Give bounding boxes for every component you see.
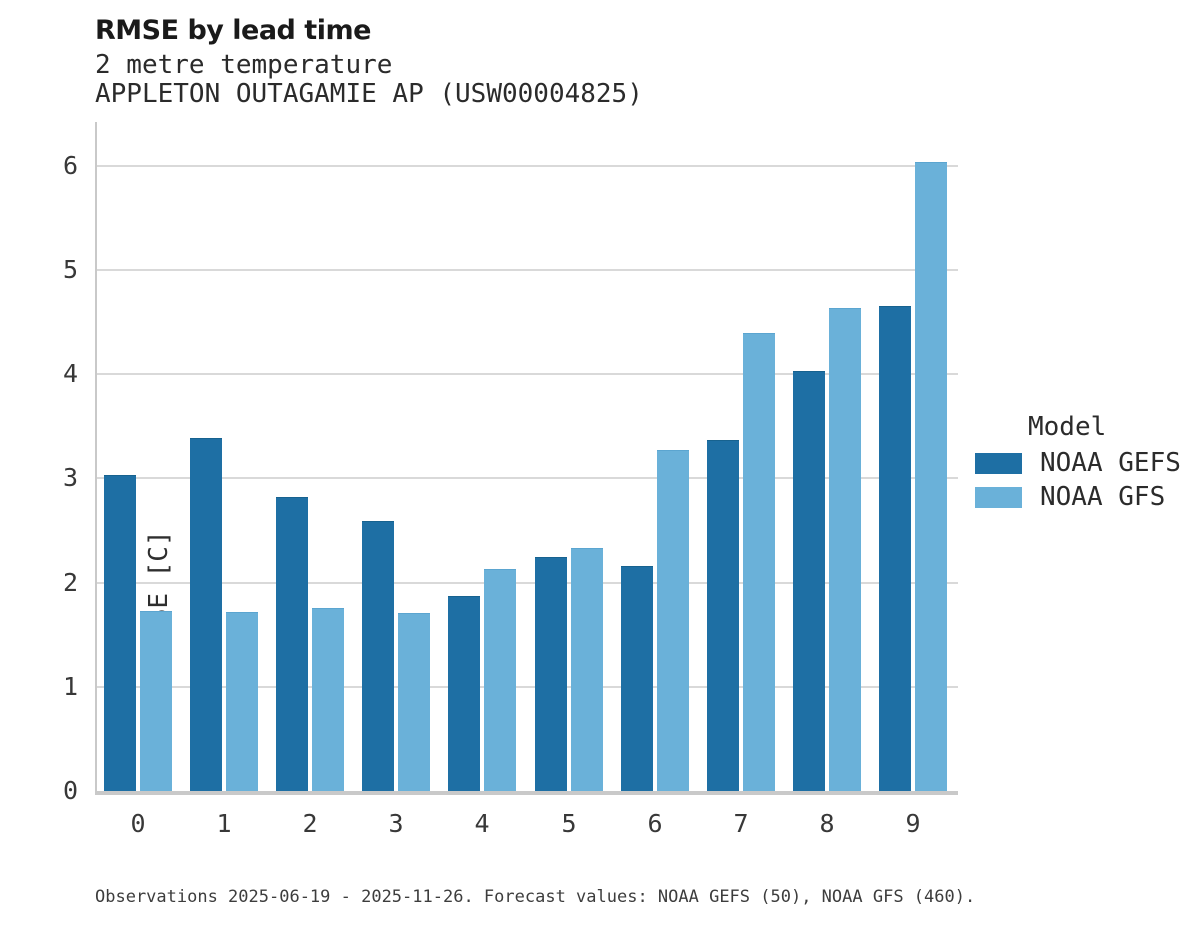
gridline-y-2 [97, 581, 958, 584]
legend-swatch-noaa-gfs [975, 486, 1022, 508]
x-tick-label-3: 3 [388, 809, 404, 838]
x-tick-label-2: 2 [302, 809, 318, 838]
y-tick-label-0: 0 [62, 776, 78, 805]
gridline-y-5 [97, 268, 958, 271]
x-tick-label-4: 4 [474, 809, 490, 838]
bar-noaa-gfs-lead-3 [398, 613, 430, 791]
x-tick-label-7: 7 [733, 809, 749, 838]
y-tick-label-2: 2 [62, 567, 78, 597]
legend-item-noaa-gefs: NOAA GEFS [975, 446, 1181, 480]
x-axis-spine [95, 791, 958, 795]
gridline-y-6 [97, 164, 958, 167]
chart-subtitle: 2 metre temperature [95, 50, 393, 80]
plot-panel: RMSE [C] Forecast lead time [days] 01234… [63, 122, 958, 838]
bar-noaa-gefs-lead-4 [448, 596, 480, 791]
y-tick-label-1: 1 [62, 671, 78, 701]
bar-noaa-gefs-lead-3 [362, 521, 394, 791]
bar-noaa-gefs-lead-6 [621, 566, 653, 791]
chart-title: RMSE by lead time [95, 15, 371, 46]
bar-noaa-gefs-lead-5 [535, 557, 567, 791]
legend-swatch-noaa-gefs [975, 452, 1022, 474]
bar-noaa-gfs-lead-5 [571, 548, 603, 791]
bar-noaa-gefs-lead-0 [104, 475, 136, 791]
y-tick-label-5: 5 [62, 254, 78, 284]
bar-noaa-gefs-lead-8 [793, 371, 825, 791]
x-tick-label-8: 8 [819, 809, 835, 838]
gridline-y-1 [97, 685, 958, 688]
bar-noaa-gfs-lead-8 [829, 308, 861, 791]
x-tick-label-0: 0 [130, 809, 146, 838]
legend-title: Model [1028, 412, 1107, 442]
bar-noaa-gfs-lead-2 [312, 608, 344, 791]
chart-station-line: APPLETON OUTAGAMIE AP (USW00004825) [95, 79, 643, 109]
legend: Model NOAA GEFS NOAA GFS [975, 412, 1181, 514]
x-tick-label-9: 9 [905, 809, 921, 838]
y-tick-label-3: 3 [62, 463, 78, 493]
x-tick-label-6: 6 [647, 809, 663, 838]
gridline-y-4 [97, 373, 958, 376]
bar-noaa-gfs-lead-6 [657, 450, 689, 791]
bar-noaa-gfs-lead-1 [226, 612, 258, 791]
legend-label-noaa-gfs: NOAA GFS [1040, 482, 1166, 512]
x-tick-label-5: 5 [561, 809, 577, 838]
bar-noaa-gfs-lead-9 [915, 162, 947, 791]
bar-noaa-gfs-lead-0 [140, 611, 172, 791]
chart-caption: Observations 2025-06-19 - 2025-11-26. Fo… [95, 887, 976, 907]
bar-noaa-gefs-lead-1 [190, 438, 222, 791]
x-tick-label-1: 1 [216, 809, 232, 838]
legend-item-noaa-gfs: NOAA GFS [975, 480, 1181, 514]
bar-noaa-gfs-lead-4 [484, 569, 516, 791]
gridline-y-3 [97, 477, 958, 480]
legend-label-noaa-gefs: NOAA GEFS [1040, 448, 1181, 478]
bar-noaa-gfs-lead-7 [743, 333, 775, 791]
y-tick-label-6: 6 [62, 150, 78, 180]
bar-noaa-gefs-lead-2 [276, 497, 308, 791]
bar-noaa-gefs-lead-9 [879, 306, 911, 791]
y-tick-label-4: 4 [62, 359, 78, 389]
bar-noaa-gefs-lead-7 [707, 440, 739, 791]
